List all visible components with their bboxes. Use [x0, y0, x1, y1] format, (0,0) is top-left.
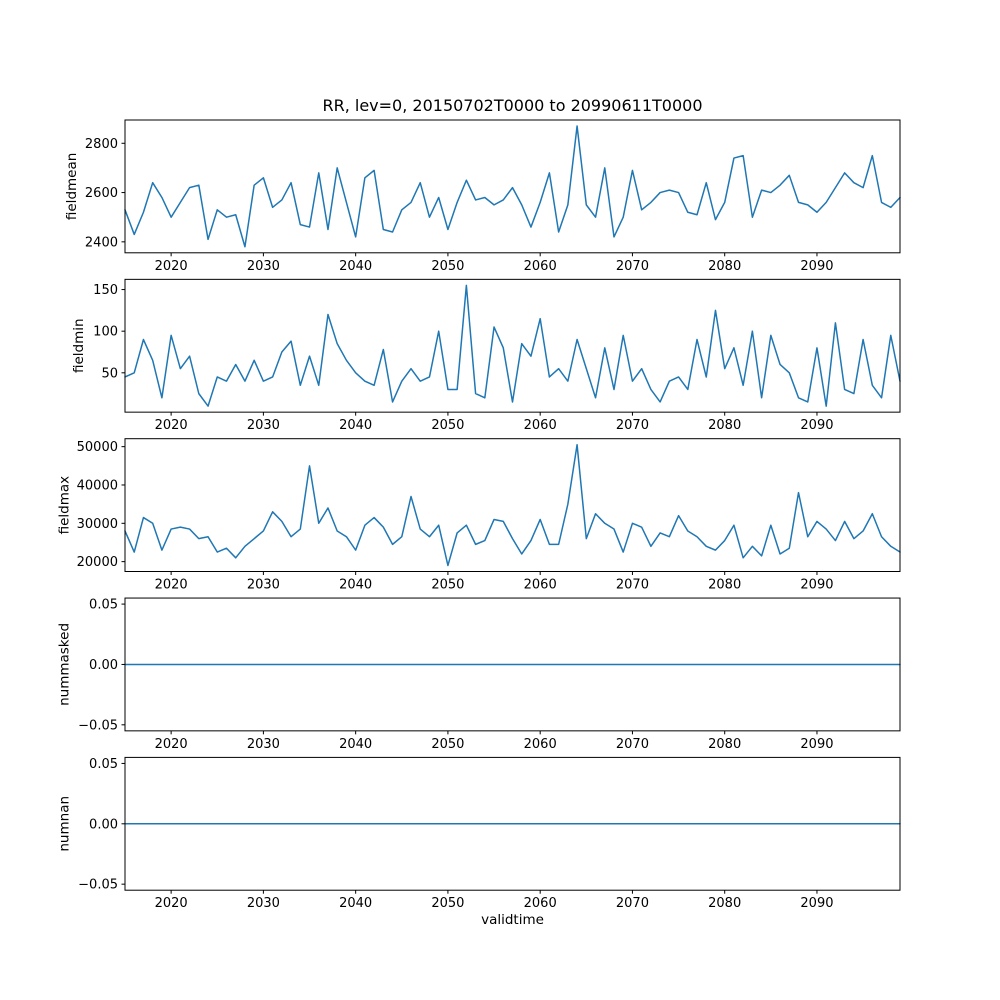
y-tick-label: 50: [101, 366, 118, 381]
x-tick-label: 2060: [524, 418, 557, 433]
y-tick-label: 0.05: [89, 757, 118, 772]
x-tick-label: 2080: [708, 418, 741, 433]
x-tick-label: 2030: [247, 896, 280, 911]
y-tick-label: −0.05: [78, 878, 118, 893]
axes-frame: [124, 278, 901, 413]
axes-frame: [124, 119, 901, 254]
y-axis-label-fieldmean: fieldmean: [64, 153, 80, 220]
x-tick-label: 2050: [431, 259, 464, 274]
x-tick-label: 2020: [155, 418, 188, 433]
x-tick-label: 2080: [708, 578, 741, 593]
x-tick-label: 2090: [800, 418, 833, 433]
y-tick-label: 150: [93, 283, 118, 298]
y-tick-label: 100: [93, 325, 118, 340]
series-line-fieldmean: [124, 125, 901, 248]
x-tick-label: 2060: [524, 896, 557, 911]
x-axis-label: validtime: [481, 912, 544, 928]
x-tick-label: 2070: [616, 737, 649, 752]
x-tick-label: 2070: [616, 418, 649, 433]
x-tick-label: 2090: [800, 737, 833, 752]
x-tick-label: 2030: [247, 737, 280, 752]
x-tick-label: 2090: [800, 578, 833, 593]
x-tick-label: 2060: [524, 578, 557, 593]
x-tick-label: 2040: [339, 737, 372, 752]
y-tick-label: 2400: [85, 235, 118, 250]
x-tick-label: 2080: [708, 896, 741, 911]
y-tick-label: 0.05: [89, 598, 118, 613]
subplot-fieldmax: 20000 30000 40000 50000 2020 2030 2040 2050 2060…: [57, 438, 901, 593]
x-tick-label: 2060: [524, 737, 557, 752]
x-tick-label: 2090: [800, 896, 833, 911]
x-tick-label: 2070: [616, 259, 649, 274]
x-tick-label: 2030: [247, 418, 280, 433]
x-tick-label: 2030: [247, 578, 280, 593]
subplot-numnan: −0.05 0.00 0.05 2020 2030 2040 2050 2060 2070 208…: [57, 756, 901, 911]
y-tick-label: 0.00: [89, 658, 118, 673]
x-tick-label: 2070: [616, 896, 649, 911]
x-tick-label: 2020: [155, 578, 188, 593]
x-tick-label: 2040: [339, 418, 372, 433]
y-tick-label: 2800: [85, 137, 118, 152]
y-tick-label: 30000: [77, 517, 118, 532]
chart-title: RR, lev=0, 20150702T0000 to 20990611T000…: [322, 96, 703, 115]
x-tick-label: 2030: [247, 259, 280, 274]
x-tick-label: 2070: [616, 578, 649, 593]
y-tick-label: 20000: [77, 555, 118, 570]
x-tick-label: 2040: [339, 259, 372, 274]
x-tick-label: 2050: [431, 737, 464, 752]
y-axis-label-fieldmax: fieldmax: [57, 476, 73, 535]
subplot-nummasked: −0.05 0.00 0.05 2020 2030 2040 2050 2060 2070 208…: [57, 597, 901, 752]
x-tick-label: 2080: [708, 259, 741, 274]
x-tick-label: 2040: [339, 578, 372, 593]
subplot-fieldmean: 2400 2600 2800 2020 2030 2040 2050 2060 2070 2080…: [64, 119, 901, 274]
y-axis-label-nummasked: nummasked: [57, 623, 73, 706]
series-line-fieldmin: [124, 284, 901, 407]
y-tick-label: 40000: [77, 478, 118, 493]
axes-frame: [124, 438, 901, 573]
x-tick-label: 2050: [431, 896, 464, 911]
x-tick-label: 2020: [155, 896, 188, 911]
subplot-fieldmin: 50 100 150 2020 2030 2040 2050 2060 2070 2080 2090…: [71, 278, 901, 433]
y-tick-label: 50000: [77, 440, 118, 455]
x-tick-label: 2060: [524, 259, 557, 274]
y-axis-label-numnan: numnan: [57, 796, 73, 852]
x-tick-label: 2080: [708, 737, 741, 752]
y-axis-label-fieldmin: fieldmin: [71, 318, 87, 373]
y-tick-label: 2600: [85, 186, 118, 201]
x-tick-label: 2050: [431, 578, 464, 593]
x-tick-label: 2020: [155, 259, 188, 274]
y-tick-label: 0.00: [89, 817, 118, 832]
x-tick-label: 2050: [431, 418, 464, 433]
y-tick-label: −0.05: [78, 718, 118, 733]
series-line-fieldmax: [124, 443, 901, 567]
x-tick-label: 2020: [155, 737, 188, 752]
x-tick-label: 2040: [339, 896, 372, 911]
x-tick-label: 2090: [800, 259, 833, 274]
